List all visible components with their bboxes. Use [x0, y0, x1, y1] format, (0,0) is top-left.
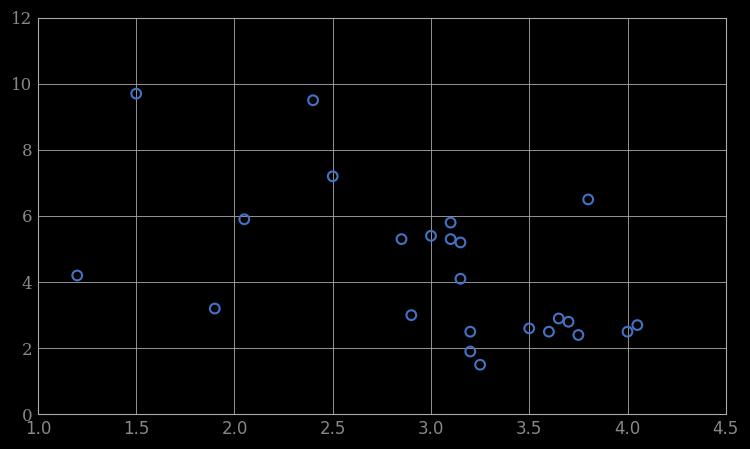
Point — [543, 328, 555, 335]
Point — [454, 239, 466, 246]
Point — [464, 328, 476, 335]
Point — [632, 321, 644, 329]
Point — [130, 90, 142, 97]
Point — [395, 236, 407, 243]
Point — [553, 315, 565, 322]
Point — [307, 97, 319, 104]
Point — [524, 325, 536, 332]
Point — [405, 312, 417, 319]
Point — [445, 219, 457, 226]
Point — [582, 196, 594, 203]
Point — [209, 305, 220, 312]
Point — [622, 328, 634, 335]
Point — [454, 275, 466, 282]
Point — [238, 216, 250, 223]
Point — [562, 318, 574, 326]
Point — [445, 236, 457, 243]
Point — [425, 232, 437, 239]
Point — [474, 361, 486, 368]
Point — [572, 331, 584, 339]
Point — [327, 173, 339, 180]
Point — [71, 272, 83, 279]
Point — [464, 348, 476, 355]
